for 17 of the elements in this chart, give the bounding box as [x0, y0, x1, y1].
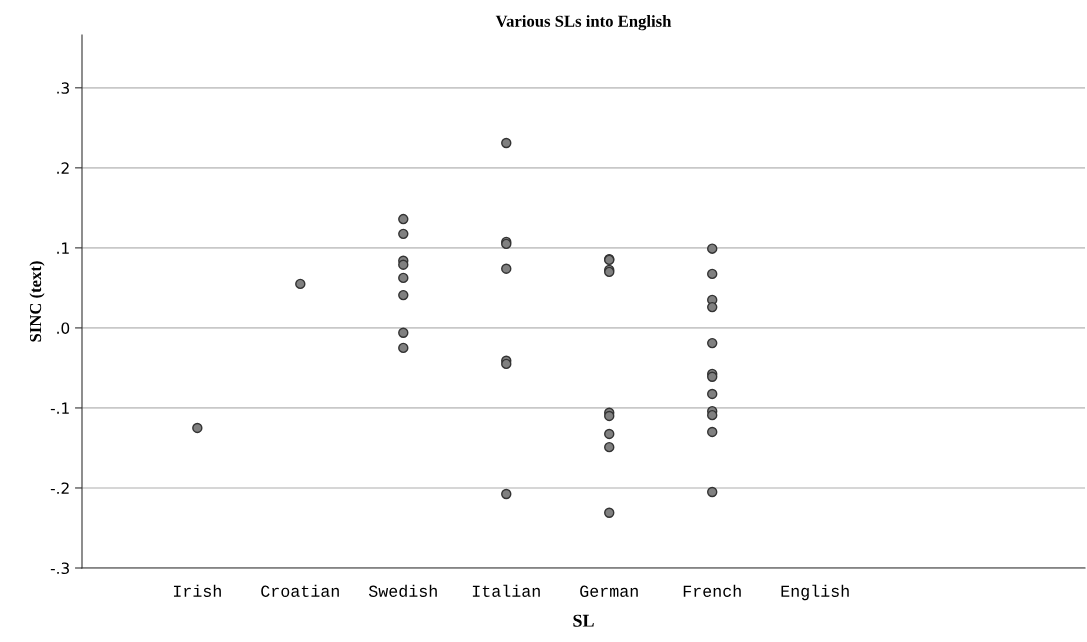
y-tick-label: -.1	[50, 402, 69, 414]
y-tick-label: -.3	[50, 562, 69, 575]
y-tick-label: .1	[57, 242, 69, 254]
x-tick-label: Italian	[472, 584, 540, 597]
x-tick-label: French	[683, 584, 741, 597]
y-tick-label: .3	[57, 82, 69, 94]
x-tick-label: Irish	[173, 584, 221, 597]
x-tick-label: Swedish	[368, 584, 437, 597]
y-tick-label: -.2	[50, 482, 69, 494]
x-axis-title: SL	[573, 614, 594, 627]
x-tick-label: German	[580, 585, 638, 597]
x-tick-label: Croatian	[261, 584, 339, 597]
y-axis-title: SINC (text)	[29, 261, 45, 342]
y-tick-label: .0	[57, 322, 70, 334]
x-tick-label: English	[781, 584, 849, 601]
chart-title: Various SLs into English	[495, 15, 672, 31]
y-tick-label: .2	[57, 162, 69, 174]
